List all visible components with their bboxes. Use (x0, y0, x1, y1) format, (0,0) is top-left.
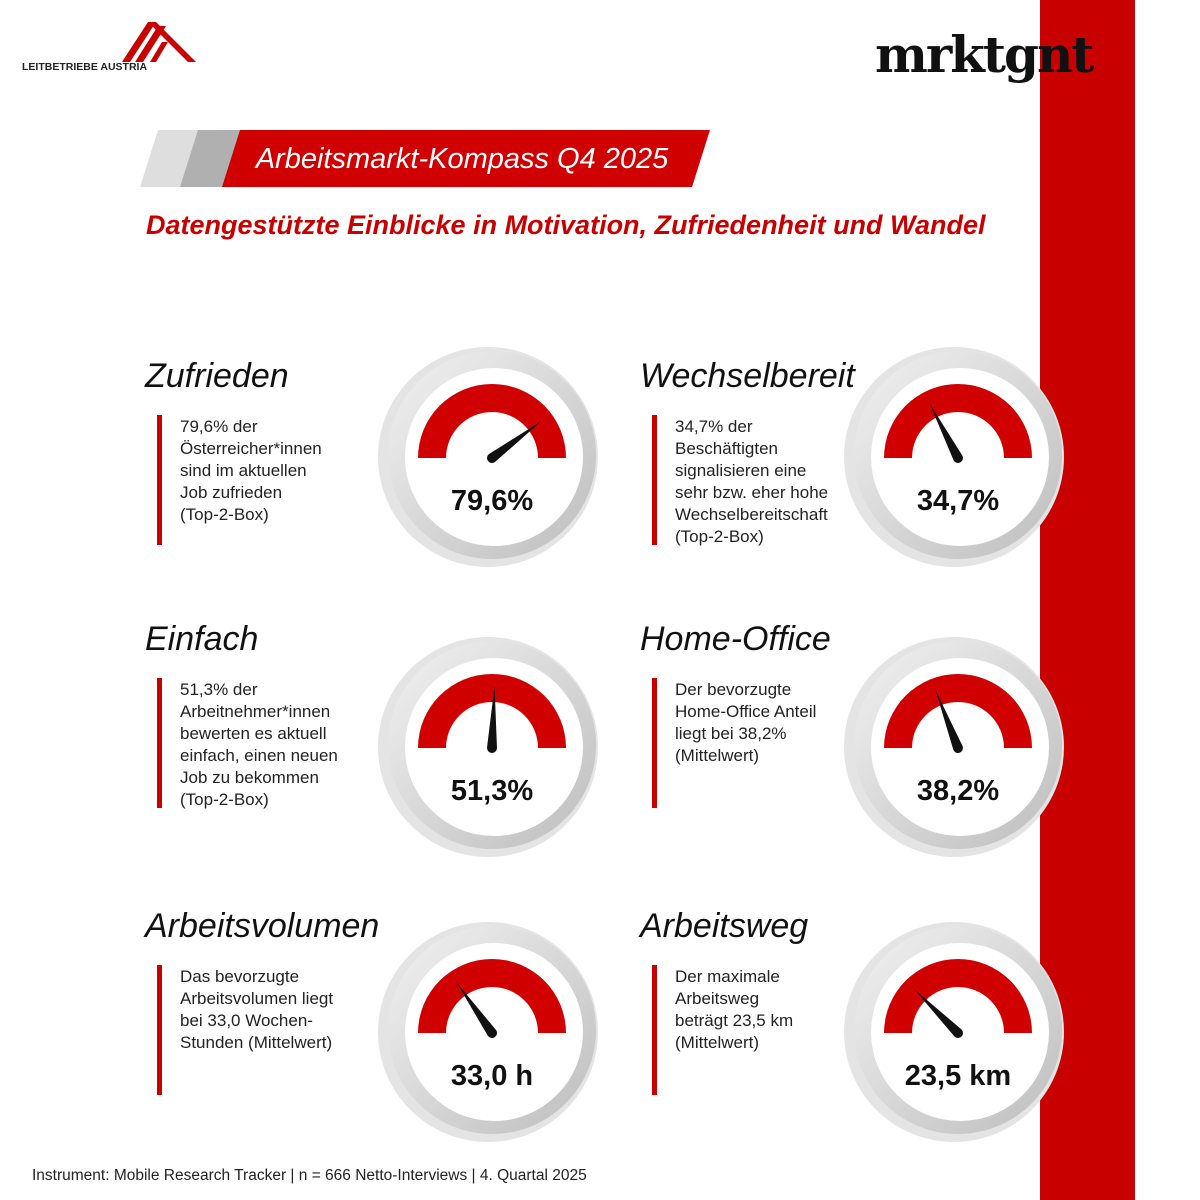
accent-bar (157, 678, 162, 808)
card-text: Das bevorzugte (180, 967, 299, 986)
card-text: Home-Office Anteil (675, 702, 816, 721)
gauge-needle (487, 420, 542, 464)
card-text: 79,6% der (180, 417, 258, 436)
card-title: Wechselbereit (640, 357, 856, 395)
gauge-value: 51,3% (451, 775, 533, 807)
card-text: Österreicher*innen (180, 439, 322, 458)
cards: Zufrieden 79,6% der Österreicher*innen sind… (143, 347, 1064, 1142)
accent-bar (652, 415, 657, 545)
card-text: Wechselbereitschaft (675, 505, 828, 524)
gauge-arc (884, 959, 1032, 1033)
accent-bar (652, 965, 657, 1095)
card-text: (Mittelwert) (675, 1033, 759, 1052)
gauge-value: 34,7% (917, 485, 999, 517)
accent-bar (157, 415, 162, 545)
gauge-arc (884, 674, 1032, 748)
card-text: 51,3% der (180, 680, 258, 699)
gauge-value: 33,0 h (451, 1060, 533, 1092)
card-title: Einfach (145, 620, 258, 658)
card-text: Der maximale (675, 967, 780, 986)
card-text: Arbeitsweg (675, 989, 759, 1008)
accent-bar (157, 965, 162, 1095)
card-text: 34,7% der (675, 417, 753, 436)
card-text: Beschäftigten (675, 439, 778, 458)
gauge-needle (935, 690, 963, 753)
card-text: Job zufrieden (180, 483, 282, 502)
card-text: Job zu bekommen (180, 768, 319, 787)
card-text: bei 33,0 Wochen- (180, 1011, 313, 1030)
card-text: (Top-2-Box) (180, 505, 269, 524)
gauge-needle (456, 982, 497, 1038)
card-title: Home-Office (640, 620, 831, 658)
subtitle: Datengestützte Einblicke in Motivation, … (146, 210, 986, 240)
banner (222, 130, 710, 187)
accent-bar (652, 678, 657, 808)
gauge-value: 38,2% (917, 775, 999, 807)
card-title: Arbeitsvolumen (143, 907, 379, 945)
footer: Instrument: Mobile Research Tracker | n … (32, 1167, 587, 1184)
card-text: signalisieren eine (675, 461, 806, 480)
logo-text: LEITBETRIEBE AUSTRIA (22, 61, 147, 73)
gauge-needle (487, 686, 497, 753)
card-text: (Top-2-Box) (675, 527, 764, 546)
gauge-value: 23,5 km (905, 1060, 1011, 1092)
card-text: beträgt 23,5 km (675, 1011, 793, 1030)
gauge-arc (418, 959, 566, 1033)
banner-title: Arbeitsmarkt-Kompass Q4 2025 (254, 143, 669, 175)
gauge-value: 79,6% (451, 485, 533, 517)
gauge-arc (418, 674, 566, 748)
gauge-needle (929, 403, 963, 463)
brand-dot (1098, 61, 1108, 71)
logo-mark (122, 22, 196, 62)
card-text: bewerten es aktuell (180, 724, 326, 743)
card-title: Arbeitsweg (638, 907, 808, 945)
card-title: Zufrieden (144, 357, 289, 395)
card-text: einfach, einen neuen (180, 746, 338, 765)
card-text: liegt bei 38,2% (675, 724, 787, 743)
gauge-needle (914, 989, 963, 1038)
brand: mrktgnt (875, 25, 1094, 84)
card-text: Der bevorzugte (675, 680, 791, 699)
card-text: Arbeitnehmer*innen (180, 702, 330, 721)
gauge-arc (884, 384, 1032, 458)
card-text: sind im aktuellen (180, 461, 307, 480)
card-text: (Top-2-Box) (180, 790, 269, 809)
card-text: Stunden (Mittelwert) (180, 1033, 332, 1052)
card-text: sehr bzw. eher hohe (675, 483, 828, 502)
gauge-arc (418, 384, 566, 458)
card-text: (Mittelwert) (675, 746, 759, 765)
card-text: Arbeitsvolumen liegt (180, 989, 333, 1008)
